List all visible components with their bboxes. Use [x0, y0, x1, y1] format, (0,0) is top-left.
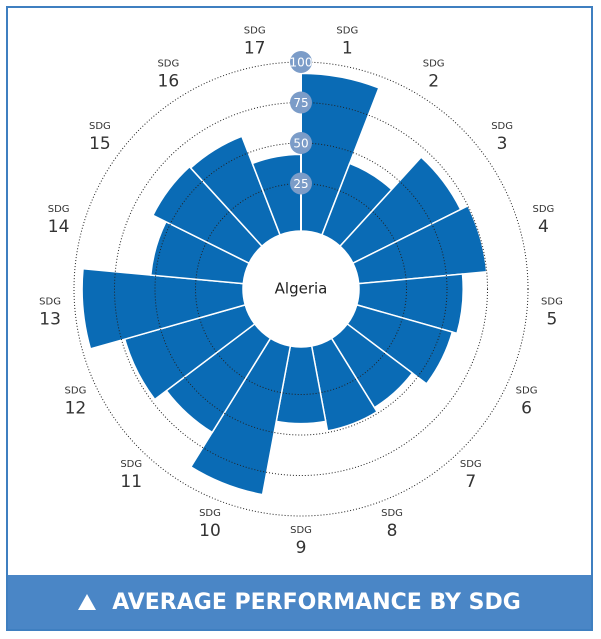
category-prefix: SDG [65, 385, 87, 396]
y-tick-label: 100 [290, 56, 313, 70]
category-label: 7 [465, 472, 476, 492]
footer: AVERAGE PERFORMANCE BY SDG [8, 575, 591, 629]
category-prefix: SDG [199, 508, 221, 519]
category-label: 15 [89, 134, 111, 154]
category-label: 12 [65, 398, 87, 418]
category-prefix: SDG [381, 508, 403, 519]
grid-circle [114, 102, 488, 476]
category-label: 6 [521, 398, 532, 418]
category-prefix: SDG [89, 121, 111, 132]
category-label: 10 [199, 521, 221, 541]
category-prefix: SDG [290, 525, 312, 536]
y-tick-label: 75 [293, 96, 308, 110]
y-tick-label: 25 [293, 177, 308, 191]
category-label: 2 [428, 72, 439, 92]
category-prefix: SDG [336, 25, 358, 36]
category-label: 8 [387, 521, 398, 541]
category-prefix: SDG [120, 459, 142, 470]
footer-title: AVERAGE PERFORMANCE BY SDG [112, 589, 521, 615]
tick-badge [290, 172, 312, 195]
category-label: 14 [48, 217, 70, 237]
category-label: 11 [120, 472, 142, 492]
tick-badge [290, 91, 312, 114]
category-label: 4 [538, 217, 549, 237]
category-prefix: SDG [460, 459, 482, 470]
category-label: 5 [547, 309, 558, 329]
tick-badge [290, 51, 312, 73]
category-label: 1 [342, 38, 353, 58]
y-tick-label: 50 [293, 137, 308, 151]
tick-badge [290, 132, 312, 154]
category-prefix: SDG [532, 204, 554, 215]
category-prefix: SDG [516, 385, 538, 396]
center-circle [243, 231, 359, 347]
category-prefix: SDG [39, 296, 61, 307]
chart: Algeria 25 50 75 100 SDG 1 SDG 2 SDG 3 SDG 4 SDG 5 SDG 6… [39, 25, 563, 558]
center-label: Algeria [275, 280, 328, 298]
category-prefix: SDG [541, 296, 563, 307]
category-label: 16 [158, 72, 180, 92]
category-prefix: SDG [491, 121, 513, 132]
category-prefix: SDG [48, 204, 70, 215]
category-label: 3 [497, 134, 508, 154]
grid-circle [195, 183, 407, 395]
category-prefix: SDG [244, 25, 266, 36]
category-label: 9 [296, 538, 307, 558]
category-label: 13 [39, 309, 61, 329]
grid-circle [73, 61, 529, 517]
category-prefix: SDG [423, 59, 445, 70]
category-prefix: SDG [157, 59, 179, 70]
triangle-icon [78, 594, 97, 610]
category-label: 17 [244, 38, 266, 58]
panel: Algeria 25 50 75 100 SDG 1 SDG 2 SDG 3 SDG 4 SDG 5 SDG 6… [6, 6, 593, 631]
